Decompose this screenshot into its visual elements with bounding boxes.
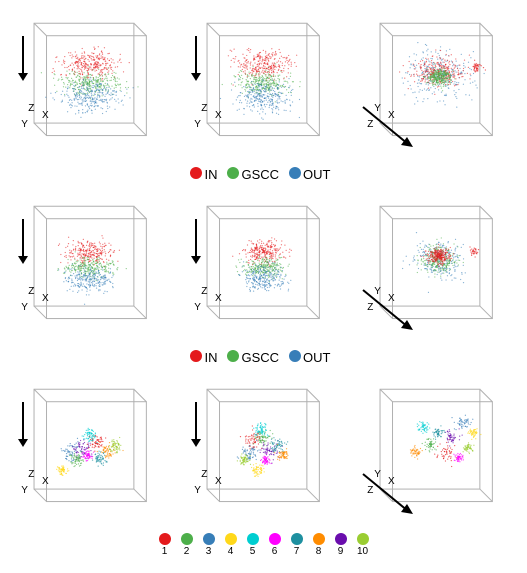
axis-label: Z — [28, 286, 34, 297]
legend-label: GSCC — [241, 167, 279, 182]
panel-r2-c1: Z X Y — [177, 370, 350, 530]
cube-frame — [21, 200, 159, 325]
legend-num: 9 — [331, 546, 351, 557]
axis-label: Y — [194, 119, 201, 130]
legend-dot — [287, 166, 303, 183]
axis-label: X — [388, 476, 395, 487]
legend-item: 3 — [199, 532, 219, 557]
legend-item: 6 — [265, 532, 285, 557]
legend-num: 4 — [221, 546, 241, 557]
axis-label: Y — [21, 485, 28, 496]
legend-item: 1 — [155, 532, 175, 557]
cube-frame — [194, 17, 332, 142]
legend-num: 2 — [177, 546, 197, 557]
legend-label: IN — [204, 350, 217, 365]
legend-num: 5 — [243, 546, 263, 557]
axis-label: Y — [374, 286, 381, 297]
flow-arrow — [14, 399, 32, 454]
legend-item: 10 — [353, 532, 373, 557]
axis-label: Z — [201, 103, 207, 114]
axis-label: Y — [194, 302, 201, 313]
legend-dot — [225, 349, 241, 366]
legend-dot — [287, 349, 303, 366]
panel-r2-c0: Z X Y — [4, 370, 177, 530]
legend-item: 9 — [331, 532, 351, 557]
legend-label: GSCC — [241, 350, 279, 365]
legend-bowtie: IN GSCC OUT — [4, 164, 523, 187]
legend-item: 4 — [221, 532, 241, 557]
axis-label: X — [42, 293, 49, 304]
cube-frame — [194, 200, 332, 325]
panel-r1-c1: Z X Y — [177, 187, 350, 347]
axis-label: Y — [21, 119, 28, 130]
axis-label: Y — [194, 485, 201, 496]
legend-dot — [188, 349, 204, 366]
axis-label: Z — [201, 469, 207, 480]
axis-label: X — [215, 110, 222, 121]
axis-label: Z — [367, 302, 373, 313]
axis-label: Z — [201, 286, 207, 297]
legend-communities: 12345678910 — [4, 530, 523, 557]
flow-arrow — [187, 33, 205, 88]
legend-row-1: IN GSCC OUT — [4, 164, 523, 187]
flow-arrow — [353, 99, 413, 154]
flow-arrow — [187, 399, 205, 454]
axis-label: X — [215, 476, 222, 487]
legend-item: 2 — [177, 532, 197, 557]
axis-label: X — [388, 293, 395, 304]
flow-arrow — [14, 216, 32, 271]
legend-label: OUT — [303, 350, 330, 365]
flow-arrow — [353, 466, 413, 521]
axis-label: Z — [367, 485, 373, 496]
cube-frame — [21, 383, 159, 508]
figure-root: Z X Y Z X Y — [0, 0, 527, 561]
flow-arrow — [353, 282, 413, 337]
flow-arrow — [187, 216, 205, 271]
axis-label: Z — [28, 469, 34, 480]
axis-label: Z — [367, 119, 373, 130]
axis-label: Y — [374, 469, 381, 480]
flow-arrow — [14, 33, 32, 88]
panel-grid: Z X Y Z X Y — [0, 0, 527, 561]
cube-frame — [194, 383, 332, 508]
legend-num: 8 — [309, 546, 329, 557]
legend-dot — [188, 166, 204, 183]
cube-frame — [21, 17, 159, 142]
panel-r2-c2: Y X Z — [350, 370, 523, 530]
legend-row-2: IN GSCC OUT — [4, 347, 523, 370]
axis-label: Y — [21, 302, 28, 313]
axis-label: X — [215, 293, 222, 304]
axis-label: X — [42, 110, 49, 121]
axis-label: Y — [374, 103, 381, 114]
panel-r0-c1: Z X Y — [177, 4, 350, 164]
legend-num: 6 — [265, 546, 285, 557]
legend-num: 1 — [155, 546, 175, 557]
panel-r0-c2: Y X Z — [350, 4, 523, 164]
panel-r1-c0: Z X Y — [4, 187, 177, 347]
panel-r0-c0: Z X Y — [4, 4, 177, 164]
panel-r1-c2: Y X Z — [350, 187, 523, 347]
legend-item: 7 — [287, 532, 307, 557]
axis-label: X — [388, 110, 395, 121]
legend-label: IN — [204, 167, 217, 182]
legend-dot — [225, 166, 241, 183]
axis-label: X — [42, 476, 49, 487]
legend-num: 3 — [199, 546, 219, 557]
legend-item: 5 — [243, 532, 263, 557]
legend-label: OUT — [303, 167, 330, 182]
legend-bowtie: IN GSCC OUT — [4, 347, 523, 370]
axis-label: Z — [28, 103, 34, 114]
legend-row-3: 12345678910 — [4, 530, 523, 557]
legend-num: 10 — [353, 546, 373, 557]
legend-num: 7 — [287, 546, 307, 557]
legend-item: 8 — [309, 532, 329, 557]
